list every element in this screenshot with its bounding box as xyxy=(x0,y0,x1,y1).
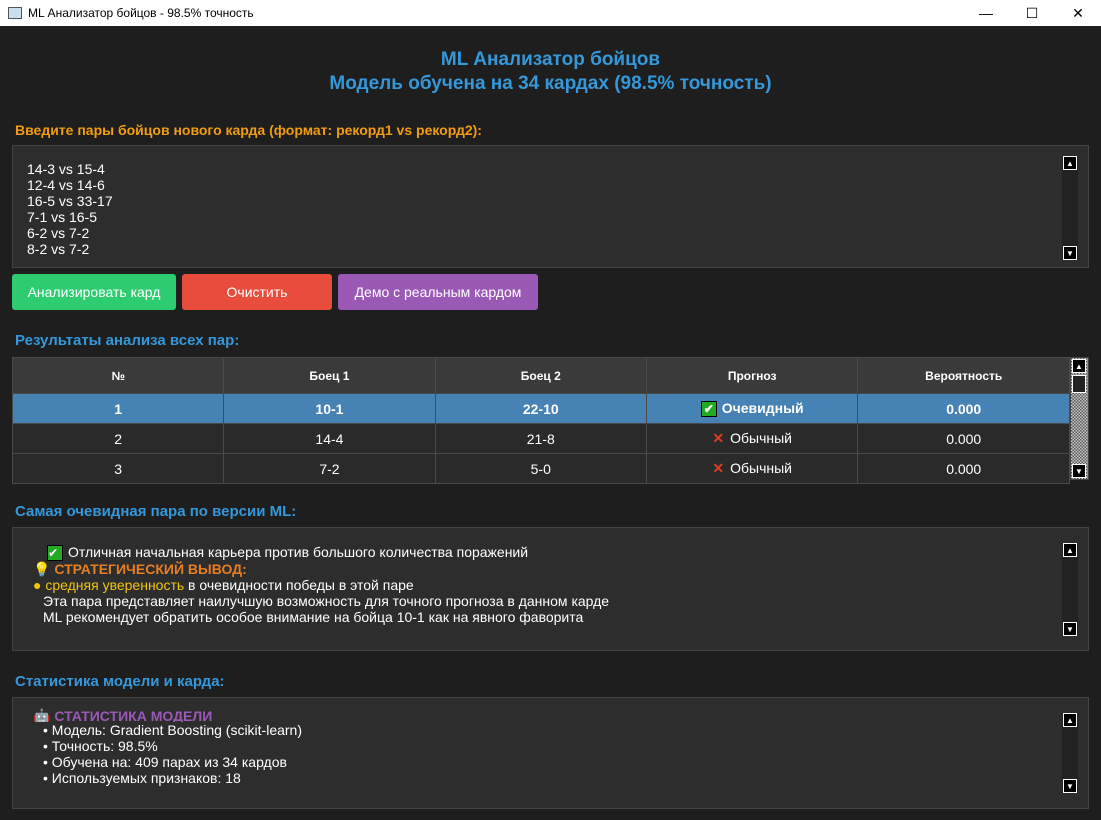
table-row[interactable]: 3 7-2 5-0 ✕ Обычный 0.000 xyxy=(11,453,1070,484)
confidence-level: средняя уверенность xyxy=(45,577,185,594)
reason-text: Отличная начальная карьера против большо… xyxy=(68,544,529,560)
lightbulb-icon: 💡 xyxy=(33,561,51,578)
stat-item: • Точность: 98.5% xyxy=(43,738,158,754)
pair-line: 8-2 vs 7-2 xyxy=(27,241,90,257)
check-icon: ✔ xyxy=(700,401,717,418)
pair-line: 16-5 vs 33-17 xyxy=(27,193,113,209)
robot-icon: 🤖 xyxy=(33,708,51,722)
table-scrollbar[interactable]: ▲ ▼ xyxy=(1070,357,1089,480)
results-table: № Боец 1 Боец 2 Прогноз Вероятность 1 10-… xyxy=(11,357,1070,484)
prediction-text: Обычный xyxy=(730,430,792,446)
cell-number: 1 xyxy=(11,393,225,424)
cell-fighter1: 10-1 xyxy=(223,393,436,424)
best-scrollbar[interactable]: ▲ ▼ xyxy=(1062,543,1078,636)
prediction-text: Обычный xyxy=(730,460,792,476)
cell-probability: 0.000 xyxy=(857,393,1070,424)
cell-prediction: ✕ Обычный xyxy=(645,423,859,454)
cell-fighter2: 21-8 xyxy=(434,423,647,454)
scroll-thumb[interactable] xyxy=(1072,375,1086,393)
table-row[interactable]: 2 14-4 21-8 ✕ Обычный 0.000 xyxy=(11,423,1070,454)
column-header[interactable]: Боец 1 xyxy=(223,357,436,394)
stats-scrollbar[interactable]: ▲ ▼ xyxy=(1062,713,1078,793)
pair-line: 12-4 vs 14-6 xyxy=(27,177,105,193)
scroll-down-button[interactable]: ▼ xyxy=(1072,464,1086,478)
scroll-up-button[interactable]: ▲ xyxy=(1063,543,1077,557)
cell-probability: 0.000 xyxy=(857,453,1070,484)
textarea-scrollbar[interactable]: ▲ ▼ xyxy=(1062,156,1078,260)
pair-line: 6-2 vs 7-2 xyxy=(27,225,90,241)
minimize-button[interactable]: — xyxy=(979,5,993,21)
results-label: Результаты анализа всех пар: xyxy=(15,332,240,349)
pair-line: 7-1 vs 16-5 xyxy=(27,209,98,225)
scroll-down-button[interactable]: ▼ xyxy=(1063,779,1077,793)
app-icon xyxy=(8,7,22,19)
prediction-text: Очевидный xyxy=(721,399,804,416)
cell-number: 3 xyxy=(11,453,225,484)
pairs-textarea[interactable]: 14-3 vs 15-4 12-4 vs 14-6 16-5 vs 33-17 7-1… xyxy=(12,145,1089,268)
cross-icon: ✕ xyxy=(712,430,725,446)
scroll-down-button[interactable]: ▼ xyxy=(1063,246,1077,260)
stats-title: СТАТИСТИКА МОДЕЛИ xyxy=(54,708,213,722)
scroll-down-button[interactable]: ▼ xyxy=(1063,622,1077,636)
stat-item: • Используемых признаков: 18 xyxy=(43,770,241,786)
stat-item: • Обучена на: 409 парах из 34 кардов xyxy=(43,754,287,770)
stat-item: • Модель: Gradient Boosting (scikit-lear… xyxy=(43,722,303,738)
cell-fighter2: 5-0 xyxy=(434,453,647,484)
demo-button[interactable]: Демо с реальным кардом xyxy=(338,274,538,310)
page-title: ML Анализатор бойцов xyxy=(440,49,661,70)
title-bar: ML Анализатор бойцов - 98.5% точность — … xyxy=(0,0,1101,26)
scroll-up-button[interactable]: ▲ xyxy=(1063,713,1077,727)
cell-fighter1: 7-2 xyxy=(223,453,436,484)
confidence-text: в очевидности победы в этой паре xyxy=(184,577,414,594)
stats-text[interactable]: 🤖 СТАТИСТИКА МОДЕЛИ • Модель: Gradient B… xyxy=(12,697,1089,809)
recommendation-line: ML рекомендует обратить особое внимание … xyxy=(43,609,584,626)
maximize-button[interactable]: ☐ xyxy=(1025,4,1039,21)
thinking-face-icon: ● xyxy=(33,577,42,594)
cell-prediction: ✕ Обычный xyxy=(645,453,859,484)
window-title: ML Анализатор бойцов - 98.5% точность xyxy=(28,6,254,20)
scroll-up-button[interactable]: ▲ xyxy=(1063,156,1077,170)
cell-number: 2 xyxy=(11,423,225,454)
cross-icon: ✕ xyxy=(712,460,725,476)
cell-prediction: ✔ Очевидный xyxy=(645,393,859,424)
best-pair-label: Самая очевидная пара по версии ML: xyxy=(15,503,297,520)
input-label: Введите пары бойцов нового карда (формат… xyxy=(15,122,482,138)
stats-label: Статистика модели и карда: xyxy=(15,673,225,690)
conclusion-title: СТРАТЕГИЧЕСКИЙ ВЫВОД: xyxy=(54,561,247,578)
scroll-up-button[interactable]: ▲ xyxy=(1072,359,1086,373)
pair-line: 14-3 vs 15-4 xyxy=(27,161,105,177)
page-subtitle: Модель обучена на 34 кардах (98.5% точно… xyxy=(329,73,772,94)
cell-fighter2: 22-10 xyxy=(434,393,647,424)
analyze-button[interactable]: Анализировать кард xyxy=(12,274,176,310)
explanation-line: Эта пара представляет наилучшую возможно… xyxy=(43,593,610,610)
close-button[interactable]: ✕ xyxy=(1072,4,1084,21)
column-header[interactable]: Вероятность xyxy=(857,357,1070,394)
column-header[interactable]: Прогноз xyxy=(645,357,859,394)
column-header[interactable]: № xyxy=(11,357,225,394)
table-row[interactable]: 1 10-1 22-10 ✔ Очевидный 0.000 xyxy=(11,393,1070,424)
cell-probability: 0.000 xyxy=(857,423,1070,454)
column-header[interactable]: Боец 2 xyxy=(434,357,647,394)
cell-fighter1: 14-4 xyxy=(223,423,436,454)
clear-button[interactable]: Очистить xyxy=(182,274,332,310)
check-icon: ✔ xyxy=(47,545,63,562)
best-pair-text[interactable]: ✔ Отличная начальная карьера против больш… xyxy=(12,527,1089,651)
